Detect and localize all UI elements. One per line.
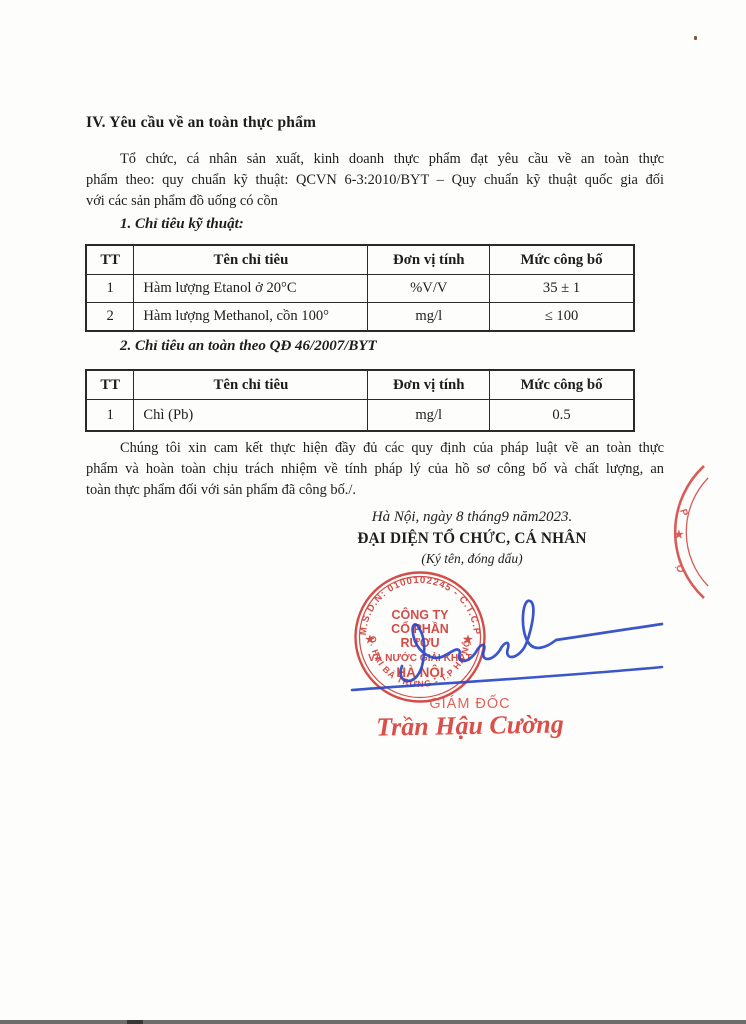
cell-unit: mg/l [367,302,491,332]
stamp-inner-ring [358,575,482,699]
paragraph-intro-line3: với các sản phẩm đồ uống có cồn [86,193,278,209]
scan-edge-bar [0,1020,746,1024]
cell-name: Chì (Pb) [133,399,369,432]
partial-stamp-fragment: P [677,508,689,518]
signature-ink [350,599,664,692]
paragraph-commitment-line1: Chúng tôi xin cam kết thực hiện đầy đủ c… [120,440,664,456]
partial-stamp-fragment: Ọ [673,563,686,574]
paragraph-intro: Tổ chức, cá nhân sản xuất, kinh doanh th… [86,149,664,212]
partial-stamp-edge: P ★ Ọ [673,465,709,599]
signature-underline [350,665,664,692]
partial-stamp-outer-arc [673,465,705,599]
col-header-level: Mức công bố [489,369,635,400]
col-header-unit: Đơn vị tính [367,244,491,275]
item-1-heading: 1. Chỉ tiêu kỹ thuật: [120,216,244,232]
scan-edge-notch [127,1020,143,1024]
partial-stamp-inner-arc [685,477,709,587]
cell-tt: 2 [85,302,135,332]
scan-speck [694,36,697,40]
paragraph-intro-line2: phẩm theo: quy chuẩn kỹ thuật: QCVN 6-3:… [86,172,664,188]
signer-name: Trần Hậu Cường [375,709,564,742]
cell-name: Hàm lượng Methanol, cồn 100° [133,302,369,332]
director-title: GIÁM ĐỐC [429,696,511,712]
stamp-star-left-icon: ★ [365,634,375,646]
cell-level: 35 ± 1 [489,274,635,303]
partial-stamp-star-icon: ★ [674,529,684,541]
cell-level: 0.5 [489,399,635,432]
item-2-heading: 2. Chỉ tiêu an toàn theo QĐ 46/2007/BYT [120,338,377,354]
signer-title: ĐẠI DIỆN TỔ CHỨC, CÁ NHÂN [357,530,587,547]
table-row: 2 Hàm lượng Methanol, cồn 100° mg/l ≤ 10… [85,302,635,332]
section-heading: IV. Yêu cầu về an toàn thực phẩm [86,114,317,131]
col-header-name: Tên chỉ tiêu [133,369,369,400]
stamp-outer-ring [354,571,486,703]
paragraph-commitment-line3: toàn thực phẩm đối với sản phẩm đã công … [86,482,356,498]
table-row: 1 Hàm lượng Etanol ở 20°C %V/V 35 ± 1 [85,274,635,303]
table-row: TT Tên chỉ tiêu Đơn vị tính Mức công bố [85,369,635,400]
stamp-center-line-1: CÔNG TY [392,607,450,622]
cell-level: ≤ 100 [489,302,635,332]
paragraph-commitment: Chúng tôi xin cam kết thực hiện đầy đủ c… [86,438,664,501]
col-header-unit: Đơn vị tính [367,369,490,400]
col-header-tt: TT [85,244,135,275]
table-safety-criteria: TT Tên chỉ tiêu Đơn vị tính Mức công bố … [85,369,635,432]
cell-tt: 1 [85,274,135,303]
table-technical-criteria: TT Tên chỉ tiêu Đơn vị tính Mức công bố … [85,244,635,332]
table-row: TT Tên chỉ tiêu Đơn vị tính Mức công bố [85,244,635,275]
cell-tt: 1 [85,399,135,432]
signature-scrawl [399,599,664,683]
col-header-name: Tên chỉ tiêu [133,244,369,275]
date-line: Hà Nội, ngày 8 tháng9 năm2023. [371,509,573,525]
cell-unit: %V/V [367,274,491,303]
sign-note: (Ký tên, đóng dấu) [421,551,523,566]
cell-name: Hàm lượng Etanol ở 20°C [133,274,369,303]
paragraph-commitment-line2: phẩm và hoàn toàn chịu trách nhiệm về tí… [86,461,664,477]
stamp-star-right-icon: ★ [463,634,473,646]
col-header-tt: TT [85,369,135,400]
stamp-center-line-3: RƯỢU [400,636,439,650]
cell-unit: mg/l [367,399,490,432]
col-header-level: Mức công bố [489,244,635,275]
table-row: 1 Chì (Pb) mg/l 0.5 [85,399,635,432]
paragraph-intro-line1: Tổ chức, cá nhân sản xuất, kinh doanh th… [120,151,664,167]
